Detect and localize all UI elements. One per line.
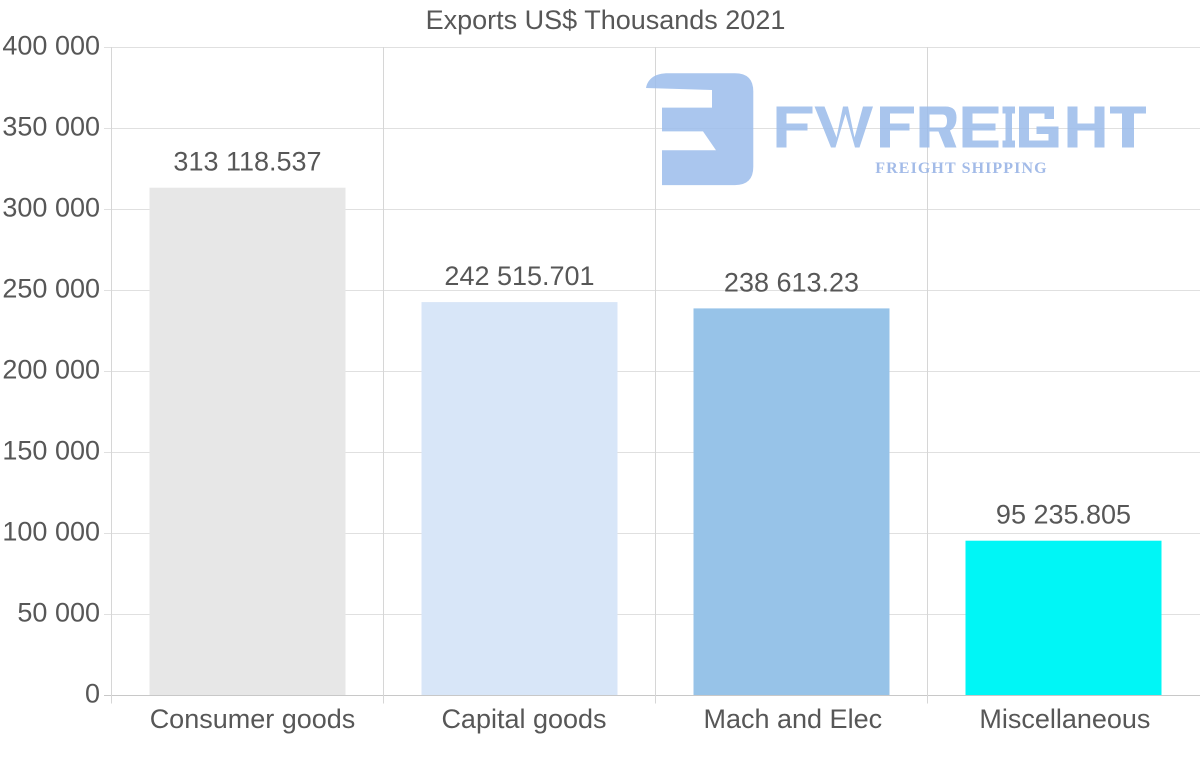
svg-text:400 000: 400 000: [2, 31, 100, 61]
svg-text:350 000: 350 000: [2, 112, 100, 142]
svg-text:100 000: 100 000: [2, 517, 100, 547]
svg-text:Exports US$ Thousands 2021: Exports US$ Thousands 2021: [426, 5, 786, 35]
svg-text:238 613.23: 238 613.23: [724, 267, 859, 297]
svg-text:Consumer goods: Consumer goods: [150, 704, 356, 734]
svg-text:95 235.805: 95 235.805: [996, 500, 1131, 530]
svg-text:FREIGHT SHIPPING: FREIGHT SHIPPING: [875, 160, 1047, 177]
svg-text:150 000: 150 000: [2, 436, 100, 466]
svg-text:Mach and Elec: Mach and Elec: [703, 704, 882, 734]
svg-text:250 000: 250 000: [2, 274, 100, 304]
svg-text:200 000: 200 000: [2, 355, 100, 385]
svg-text:300 000: 300 000: [2, 193, 100, 223]
svg-text:313 118.537: 313 118.537: [173, 147, 321, 177]
svg-text:50 000: 50 000: [17, 598, 100, 628]
svg-text:Miscellaneous: Miscellaneous: [979, 704, 1150, 734]
svg-text:Capital goods: Capital goods: [441, 704, 606, 734]
svg-text:242 515.701: 242 515.701: [444, 261, 594, 291]
svg-text:0: 0: [85, 679, 100, 709]
